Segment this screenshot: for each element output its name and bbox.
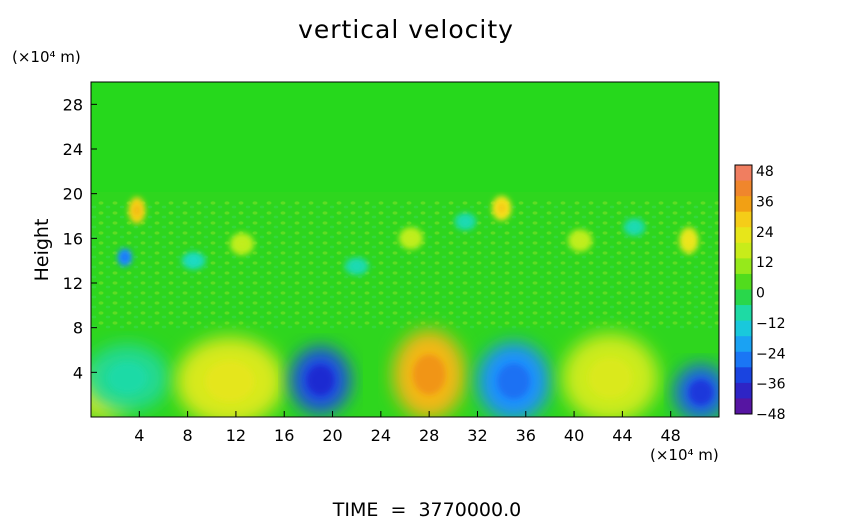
velocity-feature-core-3 [306,365,335,396]
x-tick-label: 16 [274,426,294,445]
colorbar-label: −12 [756,316,786,332]
velocity-feature-core-10 [497,202,506,214]
colorbar-segment [735,242,752,259]
x-tick-label: 8 [183,426,193,445]
y-tick-label: 4 [73,363,83,382]
velocity-feature-core-9 [121,253,129,262]
y-tick-label: 8 [73,319,83,338]
velocity-feature-core-14 [574,235,586,246]
velocity-feature-core-7 [688,379,713,405]
colorbar-segment [735,320,752,337]
plot-frame [90,81,720,418]
colorbar-label: 48 [756,164,774,180]
velocity-feature-core-8 [133,204,141,217]
velocity-feature-core-1 [108,362,147,393]
x-tick-label: 40 [564,426,584,445]
x-tick-label: 24 [371,426,391,445]
colorbar-label: −48 [756,407,786,423]
colorbar-segment [735,382,752,399]
colorbar-segment [735,258,752,275]
colorbar-segment [735,398,752,415]
chart-title: vertical velocity [298,15,514,44]
plot-area [91,82,719,417]
velocity-feature-core-17 [460,217,471,226]
y-tick-label: 24 [63,140,83,159]
colorbar-segment [735,273,752,290]
velocity-feature-core-16 [351,262,363,271]
x-axis-unit: (×10⁴ m) [650,446,719,464]
velocity-feature-core-11 [684,234,694,247]
y-tick-label: 28 [63,95,83,114]
colorbar-segment [735,351,752,368]
x-tick-label: 32 [467,426,487,445]
x-tick-label: 48 [661,426,681,445]
colorbar-segment [735,289,752,306]
colorbar-segment [735,180,752,197]
colorbar-label: −24 [756,346,786,362]
velocity-feature-core-13 [405,233,417,244]
colorbar-label: 12 [756,255,774,271]
x-tick-label: 4 [134,426,144,445]
colorbar-segment [735,305,752,322]
colorbar-segment [735,196,752,213]
y-axis-label: Height [31,219,53,282]
colorbar-segment [735,165,752,182]
velocity-feature-core-2 [205,361,255,402]
velocity-feature-core-18 [629,223,640,232]
colorbar: 48 36 24 12 0 −12 −24 −36 −48 [734,164,786,423]
time-label: TIME = 3770000.0 [332,499,521,519]
upper-quiet-band [91,82,719,192]
colorbar-segment [735,336,752,353]
x-tick-label: 44 [612,426,632,445]
colorbar-label: 36 [756,194,774,210]
colorbar-label: −36 [756,377,786,393]
y-axis-ticks: 4 8 12 16 20 24 28 [63,95,97,382]
velocity-features [91,195,719,417]
x-tick-label: 36 [516,426,536,445]
colorbar-segment [735,227,752,244]
velocity-feature-core-15 [188,256,200,265]
y-tick-label: 12 [63,274,83,293]
velocity-feature-core-4 [412,354,446,395]
velocity-feature-core-6 [588,357,633,399]
x-axis-ticks: 4 8 12 16 20 24 28 32 36 40 44 48 [134,411,681,445]
x-tick-label: 28 [419,426,439,445]
y-axis-unit: (×10⁴ m) [12,48,81,66]
colorbar-label: 24 [756,225,774,241]
x-tick-label: 12 [226,426,246,445]
y-tick-label: 20 [63,185,83,204]
x-tick-label: 20 [322,426,342,445]
colorbar-label: 0 [756,286,765,302]
colorbar-segment [735,367,752,384]
velocity-feature-core-12 [236,238,248,249]
velocity-feature-core-5 [497,363,530,399]
y-tick-label: 16 [63,229,83,248]
colorbar-segment [735,211,752,228]
colorbar-frame [734,164,753,415]
